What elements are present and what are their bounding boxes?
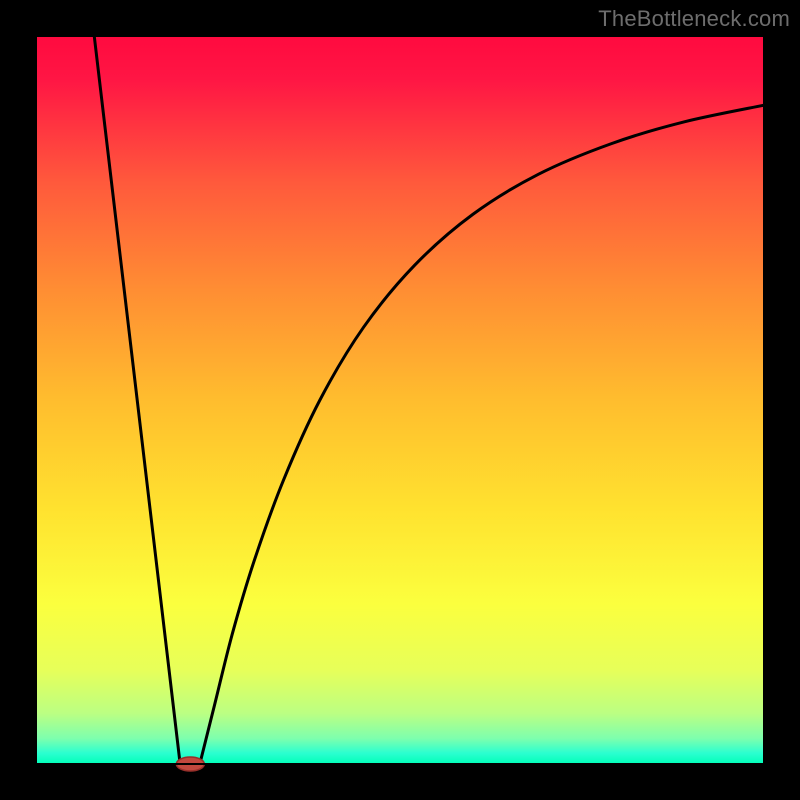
chart-container: TheBottleneck.com	[0, 0, 800, 800]
plot-background-gradient	[36, 36, 764, 764]
bottleneck-chart	[0, 0, 800, 800]
watermark-text: TheBottleneck.com	[598, 6, 790, 32]
